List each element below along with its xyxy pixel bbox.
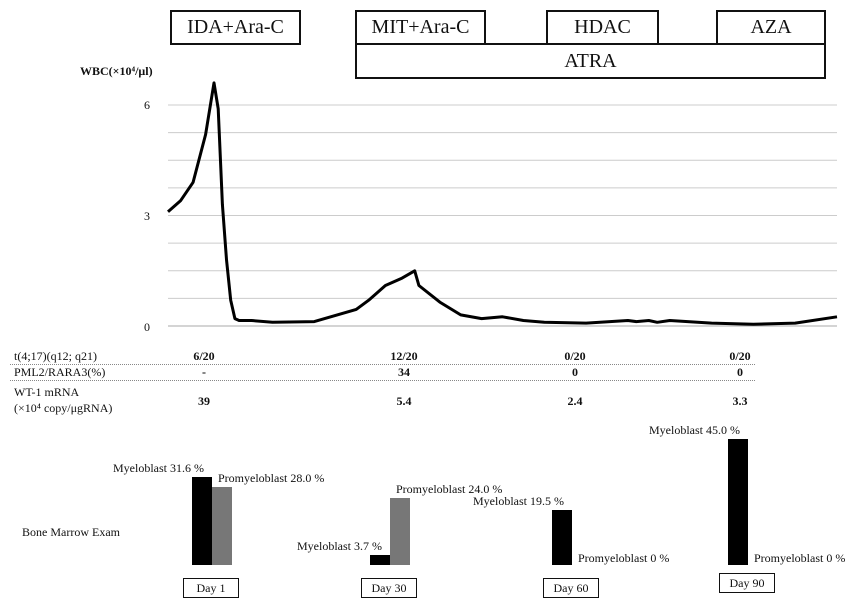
row-divider: [10, 380, 755, 381]
myeloblast-value-label: Myeloblast 3.7 %: [297, 538, 382, 553]
row-divider: [10, 364, 755, 365]
row-label-wt1-unit: (×10⁴ copy/μgRNA): [14, 401, 113, 415]
table-cell: 0/20: [564, 349, 586, 363]
myeloblast-bar: [192, 476, 212, 565]
y-axis-label: WBC(×10⁴/μl): [80, 64, 153, 78]
day-label: Day 90: [719, 573, 775, 593]
table-cell: -: [202, 365, 206, 379]
promyeloblast-value-label: Promyeloblast 28.0 %: [218, 470, 325, 485]
treatment-label: MIT+Ara-C: [371, 16, 470, 38]
day-label: Day 60: [543, 578, 599, 598]
table-cell: 0/20: [729, 349, 751, 363]
promyeloblast-value-label: Promyeloblast 24.0 %: [396, 481, 503, 496]
treatment-atra: ATRA: [355, 43, 826, 79]
treatment-label: HDAC: [574, 16, 631, 38]
day-label: Day 1: [183, 578, 239, 598]
promyeloblast-value-label: Promyeloblast 0 %: [754, 551, 846, 565]
y-tick-label: 0: [144, 320, 150, 334]
day-label: Day 30: [361, 578, 417, 598]
treatment-hdac: HDAC: [546, 10, 659, 45]
promyeloblast-value-label: Promyeloblast 0 %: [578, 551, 670, 565]
myeloblast-bar: [370, 554, 390, 565]
myeloblast-value-label: Myeloblast 19.5 %: [473, 494, 564, 509]
treatment-label: AZA: [750, 16, 792, 38]
table-cell: 39: [198, 394, 210, 408]
table-cell: 2.4: [567, 394, 583, 408]
treatment-ida-ara-c: IDA+Ara-C: [170, 10, 301, 45]
promyeloblast-bar: [390, 497, 410, 565]
myeloblast-value-label: Myeloblast 31.6 %: [113, 460, 204, 475]
table-cell: 0: [572, 365, 578, 379]
myeloblast-bar: [552, 510, 572, 565]
table-cell: 6/20: [193, 349, 215, 363]
y-tick-label: 6: [144, 98, 150, 112]
row-label-karyotype: t(4;17)(q12; q21): [14, 349, 97, 363]
wbc-line-chart: [167, 81, 838, 327]
table-cell: 34: [398, 365, 410, 379]
bone-marrow-title: Bone Marrow Exam: [22, 525, 120, 539]
treatment-label: IDA+Ara-C: [187, 16, 284, 38]
wbc-series-line: [167, 81, 838, 326]
y-tick-label: 3: [144, 209, 150, 223]
row-label-wt1: WT-1 mRNA: [14, 385, 80, 399]
table-cell: 0: [737, 365, 743, 379]
promyeloblast-bar: [212, 486, 232, 565]
table-cell: 12/20: [390, 349, 418, 363]
table-cell: 5.4: [396, 394, 412, 408]
treatment-label: ATRA: [564, 49, 617, 72]
myeloblast-bar: [728, 439, 748, 565]
row-label-pml-rara: PML2/RARA3(%): [14, 365, 106, 379]
grid-lines: [168, 104, 837, 327]
myeloblast-value-label: Myeloblast 45.0 %: [649, 423, 740, 437]
table-cell: 3.3: [732, 394, 748, 408]
